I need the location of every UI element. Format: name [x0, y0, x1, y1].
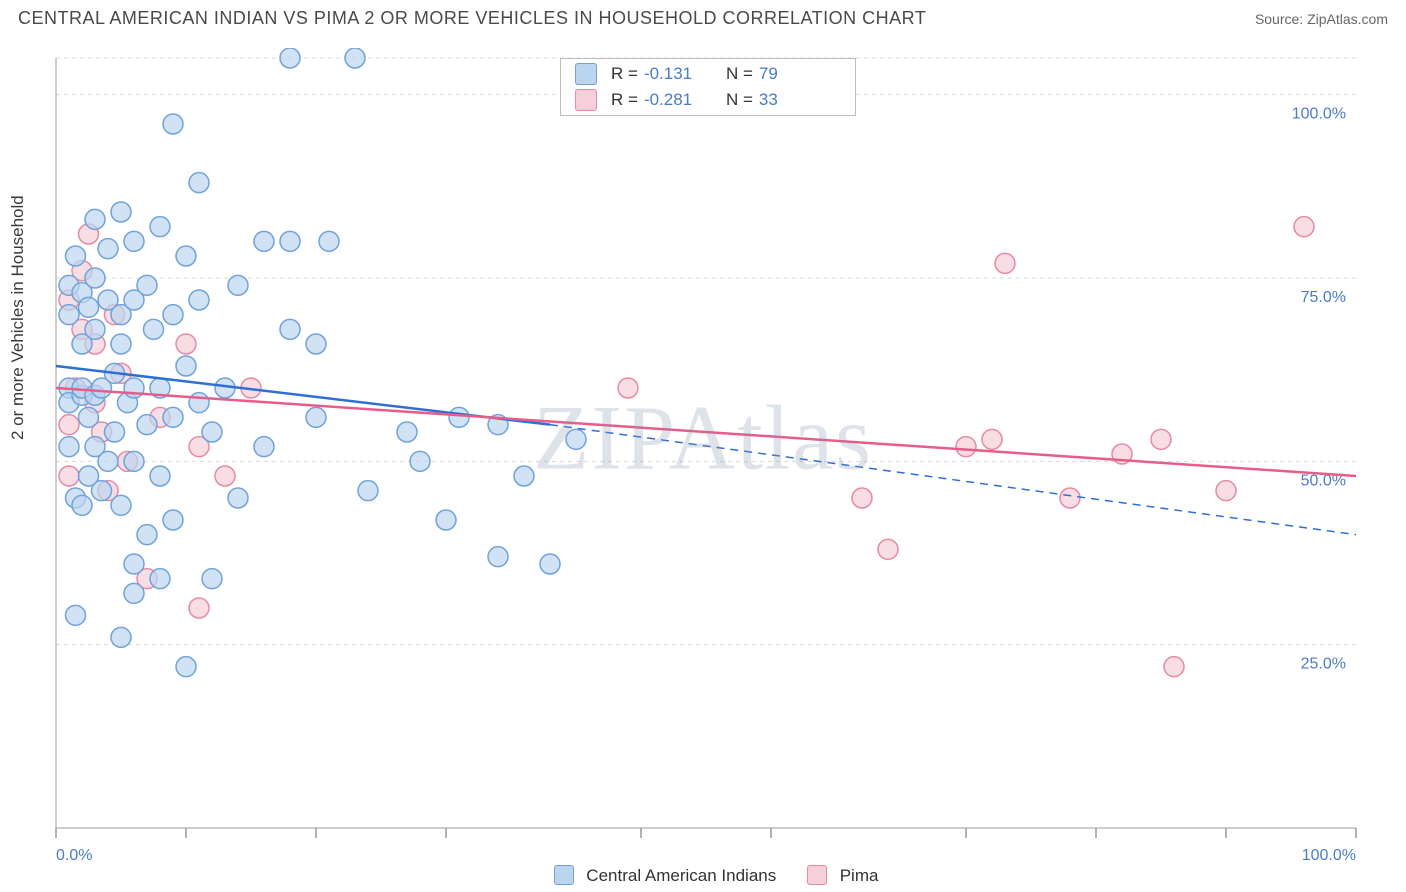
svg-text:0.0%: 0.0%	[56, 847, 92, 864]
svg-text:75.0%: 75.0%	[1301, 289, 1346, 306]
scatter-chart: 25.0%50.0%75.0%100.0%0.0%100.0%	[46, 48, 1386, 868]
chart-container: 25.0%50.0%75.0%100.0%0.0%100.0%	[46, 48, 1386, 828]
r-label: R =	[611, 64, 638, 84]
n-label: N =	[726, 64, 753, 84]
svg-text:100.0%: 100.0%	[1292, 106, 1346, 123]
swatch-icon	[554, 865, 574, 885]
source-label: Source: ZipAtlas.com	[1255, 11, 1388, 27]
stats-row-series2: R = -0.281 N = 33	[561, 87, 855, 113]
legend-bottom: Central American Indians Pima	[0, 865, 1406, 886]
swatch-icon	[575, 89, 597, 111]
n-value: 79	[759, 64, 819, 84]
stats-row-series1: R = -0.131 N = 79	[561, 61, 855, 87]
legend-label: Central American Indians	[586, 866, 776, 885]
svg-text:25.0%: 25.0%	[1301, 656, 1346, 673]
n-value: 33	[759, 90, 819, 110]
n-label: N =	[726, 90, 753, 110]
svg-text:100.0%: 100.0%	[1302, 847, 1356, 864]
swatch-icon	[575, 63, 597, 85]
r-value: -0.281	[644, 90, 704, 110]
legend-label: Pima	[840, 866, 879, 885]
r-label: R =	[611, 90, 638, 110]
chart-title: CENTRAL AMERICAN INDIAN VS PIMA 2 OR MOR…	[18, 8, 926, 29]
stats-legend-box: R = -0.131 N = 79 R = -0.281 N = 33	[560, 58, 856, 116]
r-value: -0.131	[644, 64, 704, 84]
y-axis-label: 2 or more Vehicles in Household	[8, 195, 28, 440]
swatch-icon	[807, 865, 827, 885]
